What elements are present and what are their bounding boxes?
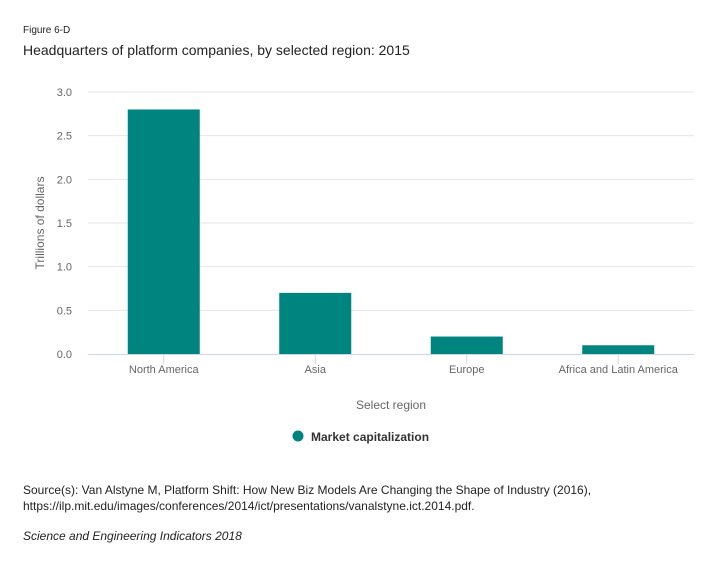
y-tick-label: 2.5	[57, 131, 72, 143]
bar-chart: 0.0 0.5 1.0 1.5 2.0 2.5 3.0 North America Asia Eu…	[33, 87, 694, 444]
y-tick-label: 1.0	[57, 262, 72, 274]
legend-item-market-capitalization[interactable]: Market capitalization	[311, 430, 429, 444]
x-tick-label: Africa and Latin America	[559, 364, 679, 376]
source-line-1: Source(s): Van Alstyne M, Platform Shift…	[23, 483, 592, 497]
x-axis-title: Select region	[356, 398, 426, 412]
legend-marker	[292, 430, 304, 442]
y-tick-label: 1.5	[57, 218, 72, 230]
publication-name: Science and Engineering Indicators 2018	[23, 529, 242, 543]
y-axis-title: Trillions of dollars	[33, 177, 47, 270]
chart-title: Headquarters of platform companies, by s…	[23, 42, 410, 58]
bar-europe	[430, 336, 503, 354]
x-tick-label: Asia	[305, 364, 327, 376]
figure-label: Figure 6-D	[23, 25, 71, 36]
source-line-2[interactable]: https://ilp.mit.edu/images/conferences/2…	[23, 499, 475, 513]
x-tick-label: North America	[129, 364, 200, 376]
bar-africa-and-latin-america	[582, 345, 655, 354]
x-tick-label: Europe	[449, 364, 484, 376]
y-tick-label: 0.0	[57, 349, 72, 361]
y-tick-label: 3.0	[57, 87, 72, 99]
y-tick-label: 0.5	[57, 305, 72, 317]
bar-north-america	[127, 109, 200, 354]
y-tick-label: 2.0	[57, 174, 72, 186]
bar-asia	[279, 292, 352, 354]
source-note: Source(s): Van Alstyne M, Platform Shift…	[23, 482, 591, 514]
